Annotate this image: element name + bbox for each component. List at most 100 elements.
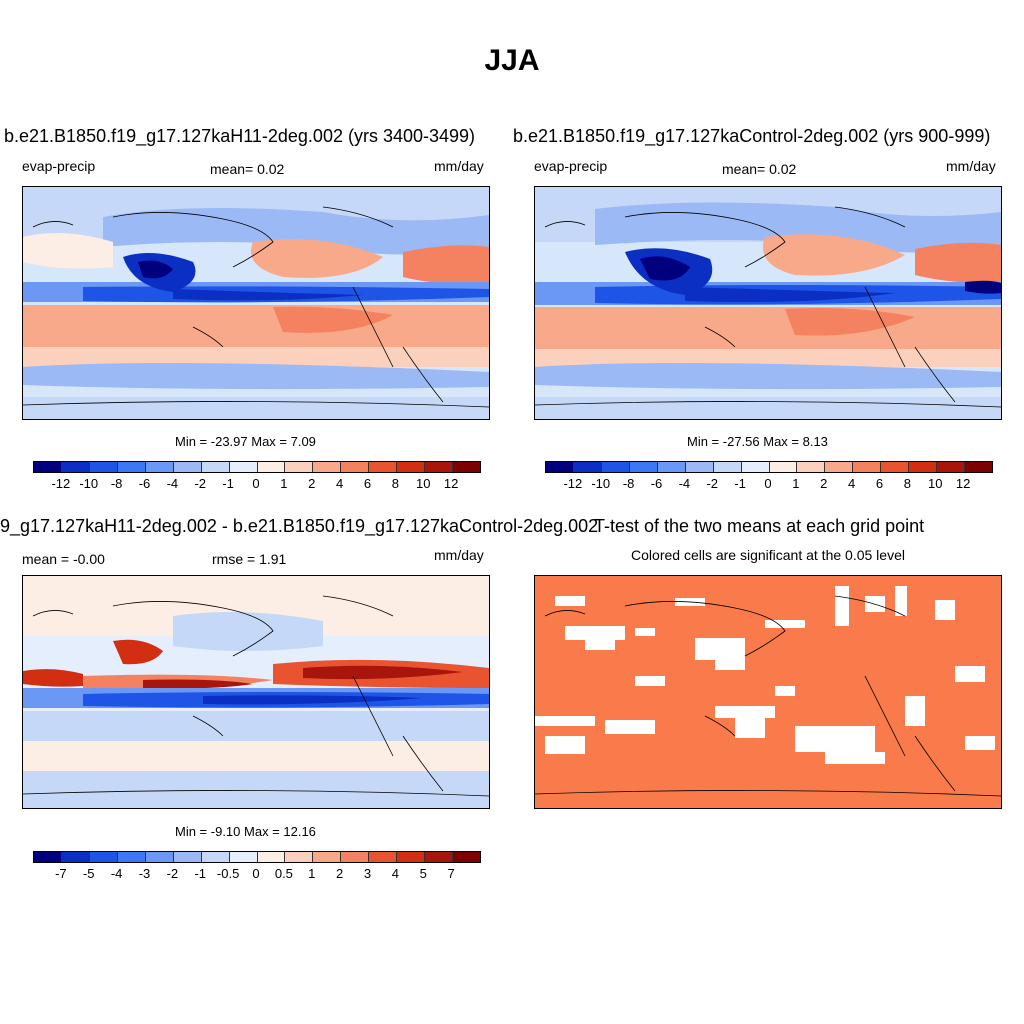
panel-3-title: 9_g17.127kaH11-2deg.002 - b.e21.B1850.f1… bbox=[0, 516, 599, 536]
colorbar-tick-label: -6 bbox=[650, 476, 663, 491]
colorbar-swatch bbox=[797, 462, 826, 472]
colorbar-swatch bbox=[145, 852, 174, 862]
colorbar-tick-label: -8 bbox=[622, 476, 635, 491]
colorbar-tick-label: 6 bbox=[875, 476, 884, 491]
panel-1-mean-label: mean= 0.02 bbox=[210, 161, 285, 177]
colorbar-tick-label: -12 bbox=[563, 476, 583, 491]
colorbar-swatch bbox=[285, 462, 314, 472]
colorbar-swatch bbox=[453, 462, 480, 472]
colorbar-tick-label: 4 bbox=[848, 476, 856, 491]
colorbar-tick-label: -4 bbox=[166, 476, 179, 491]
colorbar-tick-label: 7 bbox=[447, 866, 455, 881]
panel-2-field bbox=[535, 187, 1001, 419]
colorbar-tick-label: 12 bbox=[443, 476, 459, 491]
colorbar-tick-label: 1 bbox=[308, 866, 316, 881]
panel-3-colorbar bbox=[33, 851, 481, 863]
panel-1-field bbox=[23, 187, 489, 419]
colorbar-swatch bbox=[117, 462, 146, 472]
colorbar-swatch bbox=[853, 462, 882, 472]
panel-3-mean-label: mean = -0.00 bbox=[22, 551, 105, 567]
colorbar-swatch bbox=[825, 462, 854, 472]
colorbar-swatch bbox=[369, 852, 398, 862]
colorbar-tick-label: -1 bbox=[194, 866, 207, 881]
colorbar-swatch bbox=[425, 852, 454, 862]
colorbar-tick-label: 0 bbox=[764, 476, 772, 491]
panel-3-map bbox=[22, 575, 490, 809]
colorbar-tick-label: 0 bbox=[252, 866, 260, 881]
colorbar-tick-label: 12 bbox=[955, 476, 971, 491]
colorbar-swatch bbox=[341, 852, 370, 862]
colorbar-tick-label: -5 bbox=[82, 866, 95, 881]
colorbar-tick-label: 1 bbox=[792, 476, 800, 491]
colorbar-swatch bbox=[61, 462, 90, 472]
colorbar-swatch bbox=[257, 852, 286, 862]
panel-3-minmax: Min = -9.10 Max = 12.16 bbox=[175, 824, 316, 839]
panel-1-title: b.e21.B1850.f19_g17.127kaH11-2deg.002 (y… bbox=[4, 126, 476, 146]
colorbar-tick-label: 10 bbox=[928, 476, 943, 491]
colorbar-tick-label: 3 bbox=[363, 866, 372, 881]
colorbar-swatch bbox=[601, 462, 630, 472]
colorbar-tick-label: -3 bbox=[138, 866, 151, 881]
colorbar-swatch bbox=[313, 852, 342, 862]
colorbar-tick-label: -7 bbox=[55, 866, 67, 881]
colorbar-tick-label: 0 bbox=[252, 476, 260, 491]
colorbar-swatch bbox=[881, 462, 910, 472]
colorbar-swatch bbox=[397, 852, 426, 862]
colorbar-tick-label: -4 bbox=[110, 866, 123, 881]
colorbar-tick-label: -2 bbox=[194, 476, 207, 491]
panel-2-title: b.e21.B1850.f19_g17.127kaControl-2deg.00… bbox=[513, 126, 991, 146]
main-title: JJA bbox=[484, 44, 540, 77]
panel-1-map bbox=[22, 186, 490, 420]
colorbar-swatch bbox=[89, 852, 118, 862]
colorbar-swatch bbox=[937, 462, 966, 472]
panel-3-rmse-label: rmse = 1.91 bbox=[212, 551, 287, 567]
colorbar-tick-label: 4 bbox=[391, 866, 399, 881]
colorbar-swatch bbox=[546, 462, 574, 472]
colorbar-swatch bbox=[229, 462, 258, 472]
panel-3-units-label: mm/day bbox=[434, 547, 484, 563]
colorbar-tick-label: 10 bbox=[416, 476, 431, 491]
colorbar-swatch bbox=[657, 462, 686, 472]
colorbar-swatch bbox=[425, 462, 454, 472]
colorbar-swatch bbox=[173, 852, 202, 862]
colorbar-swatch bbox=[685, 462, 714, 472]
colorbar-tick-label: -4 bbox=[678, 476, 691, 491]
colorbar-swatch bbox=[369, 462, 398, 472]
colorbar-swatch bbox=[313, 462, 342, 472]
colorbar-swatch bbox=[89, 462, 118, 472]
colorbar-swatch bbox=[117, 852, 146, 862]
colorbar-swatch bbox=[397, 462, 426, 472]
colorbar-tick-label: -0.5 bbox=[216, 866, 240, 881]
panel-3-field bbox=[23, 576, 489, 808]
colorbar-swatch bbox=[173, 462, 202, 472]
colorbar-tick-label: -6 bbox=[138, 476, 151, 491]
panel-2-map bbox=[534, 186, 1002, 420]
colorbar-tick-label: 1 bbox=[280, 476, 288, 491]
colorbar-swatch bbox=[341, 462, 370, 472]
panel-2-colorbar bbox=[545, 461, 993, 473]
colorbar-tick-label: 8 bbox=[903, 476, 911, 491]
colorbar-swatch bbox=[909, 462, 938, 472]
colorbar-tick-label: -1 bbox=[222, 476, 234, 491]
colorbar-swatch bbox=[285, 852, 314, 862]
colorbar-tick-label: -2 bbox=[166, 866, 179, 881]
colorbar-swatch bbox=[34, 852, 62, 862]
colorbar-tick-label: 0.5 bbox=[274, 866, 293, 881]
colorbar-tick-label: 2 bbox=[820, 476, 828, 491]
colorbar-swatch bbox=[201, 852, 230, 862]
colorbar-tick-label: 2 bbox=[336, 866, 344, 881]
colorbar-tick-label: -10 bbox=[79, 476, 99, 491]
colorbar-swatch bbox=[145, 462, 174, 472]
panel-1-colorbar bbox=[33, 461, 481, 473]
colorbar-swatch bbox=[769, 462, 798, 472]
colorbar-swatch bbox=[741, 462, 770, 472]
colorbar-tick-label: -12 bbox=[51, 476, 71, 491]
colorbar-swatch bbox=[201, 462, 230, 472]
panel-2-units-label: mm/day bbox=[946, 158, 996, 174]
panel-1-minmax: Min = -23.97 Max = 7.09 bbox=[175, 434, 316, 449]
colorbar-tick-label: 8 bbox=[391, 476, 399, 491]
colorbar-swatch bbox=[257, 462, 286, 472]
colorbar-swatch bbox=[573, 462, 602, 472]
colorbar-swatch bbox=[629, 462, 658, 472]
colorbar-tick-label: 5 bbox=[419, 866, 427, 881]
